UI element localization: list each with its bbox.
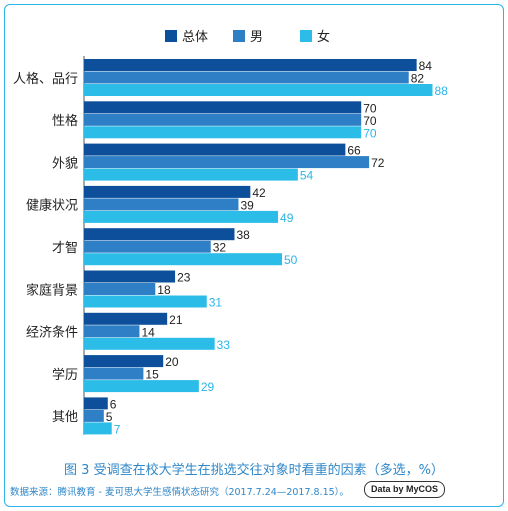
data-badge: Data by MyCOS xyxy=(364,481,446,498)
bar xyxy=(84,253,282,266)
data-label: 21 xyxy=(169,313,183,327)
bar xyxy=(84,270,176,283)
data-label: 70 xyxy=(363,126,377,140)
data-label: 14 xyxy=(141,325,155,339)
data-label: 38 xyxy=(236,228,250,242)
data-label: 72 xyxy=(371,156,385,170)
chart-frame xyxy=(4,4,504,507)
data-source: 数据来源：腾讯教育 - 麦可思大学生感情状态研究（2017.7.24—2017.… xyxy=(10,487,349,498)
data-label: 33 xyxy=(217,338,231,352)
data-label: 88 xyxy=(434,84,448,98)
bar xyxy=(84,126,362,139)
bar xyxy=(84,312,168,325)
data-label: 82 xyxy=(411,72,425,86)
data-label: 70 xyxy=(363,114,377,128)
data-label: 18 xyxy=(157,283,171,297)
bar xyxy=(84,295,207,308)
data-label: 7 xyxy=(114,422,121,436)
category-label: 性格 xyxy=(52,113,78,129)
legend-label: 总体 xyxy=(182,30,208,45)
category-label: 才智 xyxy=(52,241,78,256)
data-label: 29 xyxy=(201,380,215,394)
data-label: 39 xyxy=(240,198,254,212)
bar xyxy=(84,143,346,156)
bar xyxy=(84,422,112,435)
bar xyxy=(84,283,156,295)
data-label: 70 xyxy=(363,101,377,115)
category-label: 外貌 xyxy=(52,156,78,171)
chart-caption: 图 3 受调查在校大学生在挑选交往对象时看重的因素（多选，%） xyxy=(64,463,444,478)
bar xyxy=(84,59,417,71)
bar xyxy=(84,113,362,126)
data-label: 6 xyxy=(110,397,117,411)
category-label: 其他 xyxy=(52,410,78,425)
data-label: 23 xyxy=(177,271,191,285)
bar xyxy=(84,397,108,410)
bar xyxy=(84,325,140,338)
category-label: 健康状况 xyxy=(26,198,78,214)
data-label: 84 xyxy=(419,59,433,73)
legend-label: 男 xyxy=(250,30,263,45)
category-label: 人格、品行 xyxy=(13,71,78,87)
bar xyxy=(84,198,239,211)
bar xyxy=(84,355,164,368)
category-label: 经济条件 xyxy=(26,325,78,341)
bar xyxy=(84,367,144,380)
data-label: 50 xyxy=(284,253,298,267)
data-label: 54 xyxy=(300,169,314,183)
data-label: 49 xyxy=(280,211,294,225)
bar xyxy=(84,409,104,422)
legend-swatch xyxy=(233,30,245,42)
category-label: 家庭背景 xyxy=(26,282,78,298)
data-label: 5 xyxy=(106,410,113,424)
data-label: 31 xyxy=(209,296,223,310)
bar xyxy=(84,337,215,350)
data-label: 66 xyxy=(347,144,361,158)
legend-swatch xyxy=(165,30,177,42)
bar xyxy=(84,240,211,253)
bar xyxy=(84,228,235,241)
bar xyxy=(84,168,298,181)
bar xyxy=(84,156,370,169)
data-label: 42 xyxy=(252,186,266,200)
bar xyxy=(84,71,409,84)
bar xyxy=(84,380,199,393)
legend-swatch xyxy=(300,30,312,42)
bar xyxy=(84,84,433,96)
bar xyxy=(84,101,362,114)
data-label: 15 xyxy=(145,368,159,382)
data-label: 32 xyxy=(213,241,227,255)
data-label: 20 xyxy=(165,355,179,369)
legend-label: 女 xyxy=(317,29,330,45)
category-label: 学历 xyxy=(52,367,78,383)
bar xyxy=(84,185,251,198)
bar xyxy=(84,210,279,223)
